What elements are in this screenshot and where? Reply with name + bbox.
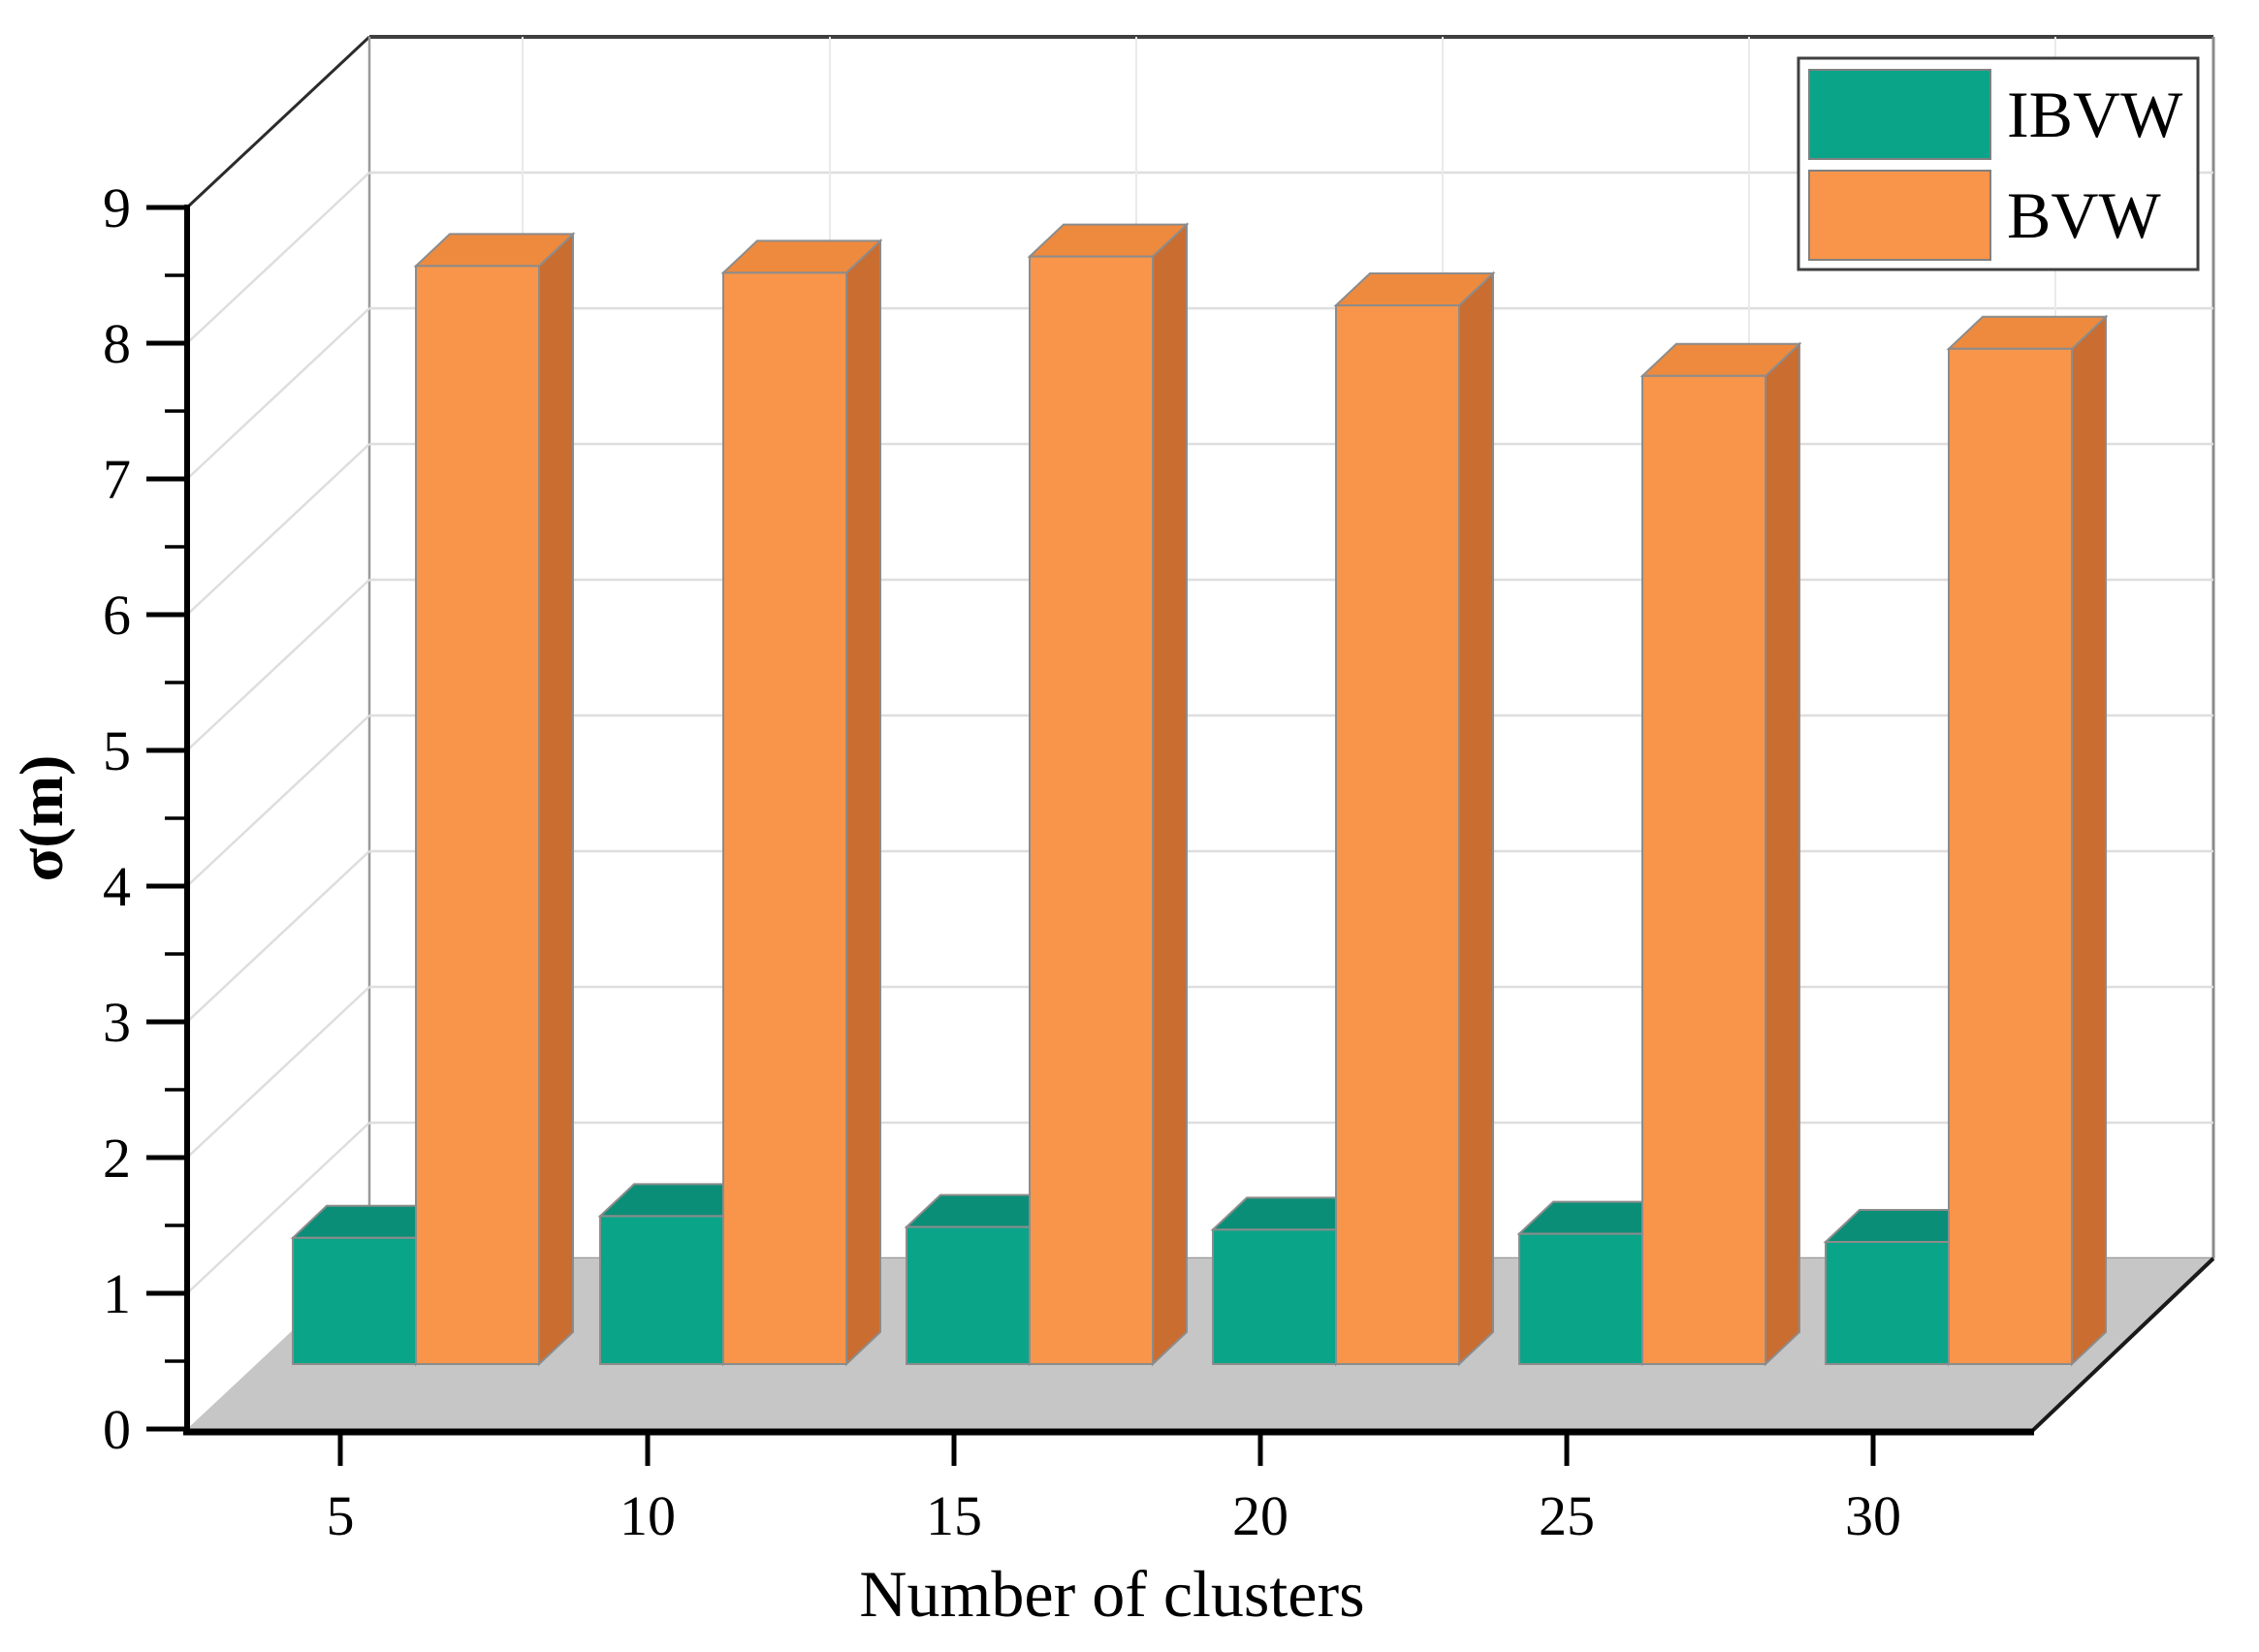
y-axis-title: σ(m)	[7, 755, 76, 882]
bar-front-face	[1948, 347, 2073, 1365]
bar-side-face	[1765, 341, 1800, 1367]
y-tick-label-7: 7	[103, 448, 131, 511]
x-tick-label-10: 10	[620, 1484, 676, 1547]
gridline-leftwall-y-6	[186, 443, 370, 616]
bar-front-face	[1335, 304, 1460, 1365]
x-tick-label-25: 25	[1539, 1484, 1595, 1547]
gridline-leftwall-y-8	[186, 172, 370, 344]
x-axis-title: Number of clusters	[859, 1557, 1364, 1631]
axes	[146, 205, 2034, 1466]
gridline-leftwall-y-3	[186, 850, 370, 1023]
y-tick-label-1: 1	[103, 1262, 131, 1325]
x-tick-label-15: 15	[926, 1484, 982, 1547]
bar-front-face	[1825, 1241, 1950, 1365]
x-tick-label-5: 5	[327, 1484, 355, 1547]
floor-right-edge	[2029, 1256, 2215, 1434]
legend-label-ibvw: IBVW	[2007, 78, 2183, 151]
bar-bvw-30	[1946, 314, 2109, 1367]
left-wall	[187, 37, 369, 1429]
bar-bvw-20	[1333, 270, 1496, 1367]
bar-side-face	[1152, 222, 1188, 1367]
gridline-leftwall-y-7	[186, 307, 370, 480]
bars	[290, 222, 2109, 1367]
bar-bvw-10	[720, 238, 883, 1367]
bar-front-face	[1029, 255, 1154, 1366]
bar-front-face	[1518, 1232, 1643, 1365]
y-tick-label-6: 6	[103, 584, 131, 647]
gridline-leftwall-y-1	[186, 1122, 370, 1294]
y-tick-label-8: 8	[103, 312, 131, 375]
bar-front-face	[1641, 374, 1766, 1365]
y-tick-label-3: 3	[103, 991, 131, 1054]
bar-front-face	[722, 271, 847, 1365]
bar-bvw-25	[1639, 341, 1802, 1367]
x-tick-label-30: 30	[1845, 1484, 1901, 1547]
legend-swatch-ibvw	[1808, 69, 1991, 160]
bar-front-face	[415, 265, 540, 1365]
x-tick-label-20: 20	[1232, 1484, 1289, 1547]
gridline-leftwall-y-2	[186, 986, 370, 1159]
bar-bvw-15	[1027, 222, 1190, 1367]
gridline-leftwall-y-5	[186, 579, 370, 751]
legend: IBVW BVW	[1797, 56, 2200, 271]
bar-side-face	[1458, 270, 1494, 1367]
bar-side-face	[538, 232, 574, 1367]
bar-front-face	[906, 1225, 1031, 1365]
y-tick-label-4: 4	[103, 855, 131, 918]
bar-side-face	[2071, 314, 2107, 1367]
legend-swatch-bvw	[1808, 170, 1991, 261]
bar-side-face	[845, 238, 881, 1367]
bar-bvw-5	[413, 232, 576, 1367]
y-tick-label-9: 9	[103, 176, 131, 239]
left-wall-top-edge	[185, 35, 371, 209]
gridline-leftwall-y-4	[186, 715, 370, 887]
y-tick-label-0: 0	[103, 1398, 131, 1461]
tick-labels: 0 1 2 3 4 5 6 7 8 9 5 10 15 20 25 30	[103, 176, 1901, 1547]
y-tick-label-5: 5	[103, 719, 131, 782]
bar-front-face	[292, 1236, 417, 1366]
bar-front-face	[1212, 1228, 1337, 1366]
bar-front-face	[599, 1215, 724, 1366]
y-tick-label-2: 2	[103, 1127, 131, 1190]
legend-label-bvw: BVW	[2007, 178, 2161, 252]
